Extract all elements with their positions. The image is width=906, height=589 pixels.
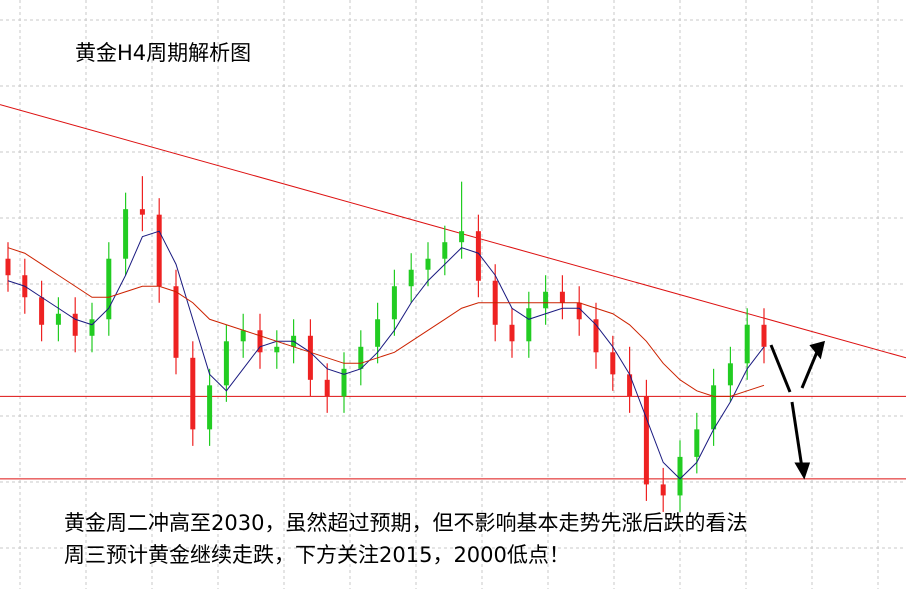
candle-body: [391, 286, 397, 320]
candle-body: [156, 214, 162, 287]
candle-body: [475, 231, 481, 281]
candle-body: [425, 258, 431, 270]
candle-body: [610, 352, 616, 375]
candle-body: [677, 456, 683, 496]
candle-body: [341, 368, 347, 397]
candle-body: [307, 335, 313, 380]
candle-body: [223, 341, 229, 386]
candle-body: [408, 269, 414, 287]
candle-body: [559, 291, 565, 303]
candle-body: [190, 357, 196, 430]
candle-body: [257, 330, 263, 353]
candle-body: [543, 291, 549, 309]
annotation: 周三预计黄金继续走跌，下方关注2015，2000低点！: [64, 543, 570, 567]
candle-body: [509, 324, 515, 342]
candle-body: [711, 385, 717, 430]
arrows: [769, 340, 826, 480]
moving-average: [7, 230, 765, 480]
plot: [0, 104, 906, 512]
candle-body: [442, 242, 448, 259]
arrowhead: [794, 462, 811, 480]
arrow: [800, 351, 819, 389]
candle-body: [39, 297, 45, 325]
candle-body: [627, 374, 633, 397]
candle-body: [123, 209, 129, 259]
candle-body: [727, 363, 733, 386]
chart-title: 黄金H4周期解析图: [75, 41, 251, 65]
candle-body: [576, 302, 582, 320]
candle-body: [173, 286, 179, 358]
candle-body: [139, 209, 145, 215]
candle-body: [593, 319, 599, 353]
candle-body: [744, 324, 750, 364]
arrow: [769, 344, 792, 393]
annotation: 黄金周二冲高至2030，虽然超过预期，但不影响基本走势先涨后跌的看法: [64, 511, 747, 535]
candle-body: [72, 313, 78, 336]
candle-body: [55, 313, 61, 325]
candle-body: [5, 258, 11, 276]
candle-body: [358, 346, 364, 369]
candle-body: [660, 484, 666, 496]
moving-average: [7, 247, 765, 397]
candle-body: [207, 385, 213, 430]
candle-body: [106, 258, 112, 320]
candle-body: [526, 308, 532, 342]
trend-line: [0, 104, 906, 359]
arrowhead: [809, 340, 826, 360]
candle-body: [375, 319, 381, 347]
candle-body: [89, 319, 95, 336]
candle-body: [694, 429, 700, 457]
candle-body: [459, 231, 465, 243]
candle-body: [761, 324, 767, 347]
candle-body: [274, 346, 280, 353]
candle-body: [643, 396, 649, 485]
arrow: [790, 401, 804, 469]
candle-body: [324, 379, 330, 397]
candle-body: [240, 330, 246, 342]
